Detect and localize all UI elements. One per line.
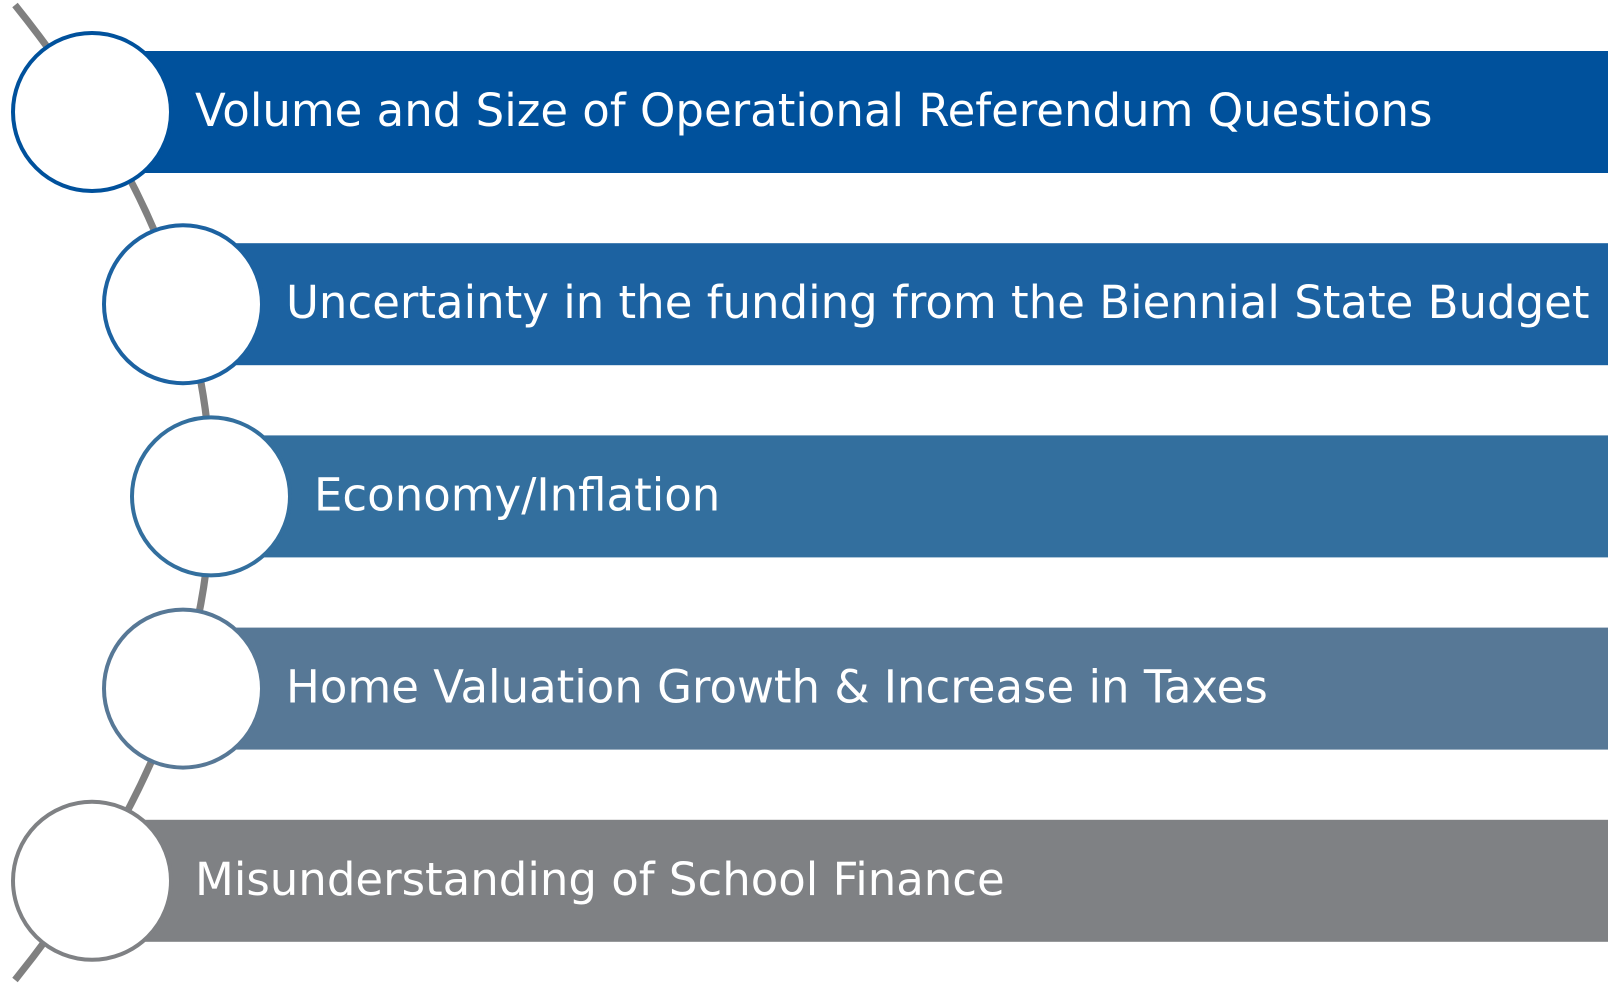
item-circle: [102, 607, 264, 770]
item-bar: [183, 243, 1608, 366]
item-label: Home Valuation Growth & Increase in Taxe…: [286, 661, 1268, 714]
item-label: Volume and Size of Operational Referendu…: [195, 84, 1432, 137]
item-label: Misunderstanding of School Finance: [195, 853, 1005, 906]
item-circle: [11, 799, 173, 962]
item-circle: [11, 31, 173, 193]
item-bar: [211, 435, 1608, 558]
item-bar: [183, 627, 1608, 750]
item-label: Uncertainty in the funding from the Bien…: [286, 276, 1589, 329]
item-bar: [92, 819, 1608, 942]
item-circle: [102, 223, 264, 386]
item-label: Economy/Inflation: [314, 468, 720, 521]
item-bar: [92, 51, 1608, 173]
item-circle: [130, 415, 292, 578]
